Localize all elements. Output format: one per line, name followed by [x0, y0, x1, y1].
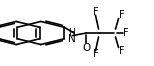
Text: O: O — [82, 43, 90, 53]
Text: F: F — [93, 49, 98, 59]
Text: F: F — [119, 10, 124, 20]
Text: F: F — [119, 46, 124, 56]
Text: H: H — [68, 28, 75, 37]
Text: N: N — [68, 34, 75, 44]
Text: F: F — [93, 7, 98, 17]
Text: F: F — [124, 28, 129, 38]
